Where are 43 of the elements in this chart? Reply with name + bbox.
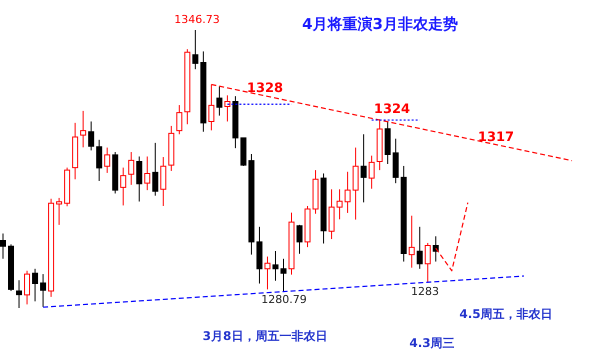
annotation: 1324: [374, 102, 410, 117]
candlestick: [224, 94, 230, 122]
candlestick: [88, 120, 94, 151]
candlestick: [120, 167, 126, 206]
candlestick: [432, 236, 439, 262]
candlestick: [296, 224, 303, 254]
candlestick: [144, 156, 150, 191]
candlestick: [264, 256, 270, 290]
candlestick: [136, 156, 142, 202]
annotation: 4.5周五，非农日: [459, 307, 553, 321]
candlestick: [352, 147, 359, 220]
candlestick: [56, 197, 62, 226]
annotation: 1317: [478, 130, 514, 145]
candlestick: [424, 242, 431, 283]
candlestick: [416, 226, 423, 270]
candlestick: [152, 142, 158, 196]
candlestick: [96, 139, 102, 182]
candlestick: [408, 215, 415, 268]
text: 1346.73: [174, 13, 220, 26]
text: 3月8日，周五一非农日: [202, 329, 328, 343]
candlestick: [336, 188, 343, 220]
candlestick: [104, 147, 110, 174]
candlestick: [40, 274, 46, 308]
candlestick: [360, 134, 367, 203]
chart-title: 4月将重演3月非农走势: [302, 15, 458, 33]
candlestick: [0, 232, 6, 260]
annotation: 1283: [411, 285, 439, 298]
candlestick: [160, 156, 166, 206]
candlestick: [280, 258, 286, 292]
candlestick: [216, 86, 222, 116]
candlestick: [16, 280, 22, 308]
candlestick: [272, 250, 278, 282]
candlestick: [32, 268, 38, 302]
candlestick: [368, 155, 375, 190]
candlestick: [128, 152, 134, 186]
candlestick: [192, 30, 198, 70]
annotation: 1280.79: [261, 293, 307, 306]
candlestick: [176, 104, 182, 135]
candlestick: [344, 171, 351, 214]
text: 4.3周三: [409, 336, 455, 350]
candlestick: [24, 270, 30, 305]
annotation: 1328: [246, 81, 284, 96]
candlestick: [80, 110, 86, 148]
